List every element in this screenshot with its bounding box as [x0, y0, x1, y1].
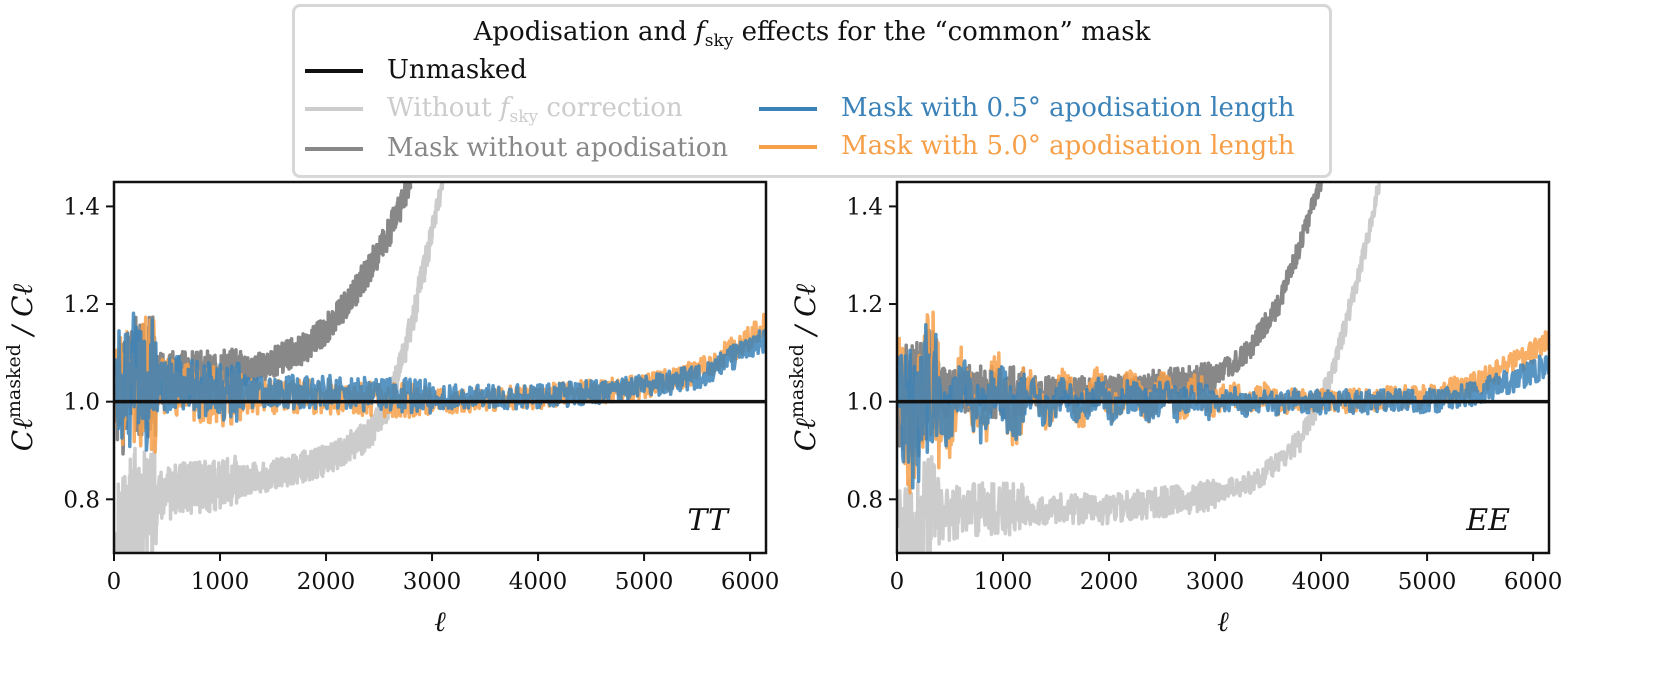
x-axis-label-ee: ℓ [1217, 605, 1229, 638]
x-tick-label-tt-1: 1000 [191, 569, 250, 595]
panel-tag-tt: TT [687, 503, 730, 538]
legend-entry-no-apodisation: Mask without apodisation [305, 133, 745, 167]
legend-entry-apod-0-5: Mask with 0.5° apodisation length [759, 93, 1319, 127]
x-tick-label-tt-2: 2000 [297, 569, 356, 595]
x-axis-label-tt: ℓ [434, 605, 446, 638]
legend-entry-apod-5-0: Mask with 5.0° apodisation length [759, 131, 1319, 165]
x-tick-label-ee-3: 3000 [1186, 569, 1245, 595]
y-axis-label-ee: Cℓmasked / Cℓ [786, 283, 822, 451]
x-tick-label-tt-3: 3000 [403, 569, 462, 595]
x-tick-label-tt-5: 5000 [615, 569, 674, 595]
y-tick-label-ee-1: 1.0 [846, 390, 883, 416]
legend-swatch-unmasked [305, 69, 363, 73]
x-tick-label-ee-4: 4000 [1292, 569, 1351, 595]
x-tick-label-tt-6: 6000 [721, 569, 780, 595]
plot-area-ee [897, 182, 1549, 553]
x-tick-label-ee-5: 5000 [1398, 569, 1457, 595]
x-tick-label-ee-0: 0 [890, 569, 905, 595]
axes-frame-ee [895, 180, 1551, 555]
y-tick-label-tt-1: 1.0 [63, 390, 100, 416]
y-tick-label-ee-3: 1.4 [846, 194, 883, 220]
plot-area-tt [114, 182, 766, 553]
legend-label-apod-0-5: Mask with 0.5° apodisation length [841, 93, 1295, 123]
series-apod-0-5-tt [114, 311, 766, 452]
series-no-apodisation-ee [897, 182, 1323, 458]
x-tick-label-ee-2: 2000 [1080, 569, 1139, 595]
y-axis-label-tt: Cℓmasked / Cℓ [3, 283, 39, 451]
panel-tt: 0 1000 2000 3000 4000 5000 6000 0.8 1.0 1.2 1.4 TT ℓ… [3, 180, 780, 638]
panel-tag-ee: EE [1465, 503, 1510, 538]
series-apod-0-5-ee [897, 323, 1549, 490]
series-without-fsky-ee [897, 182, 1381, 553]
y-tick-label-ee-2: 1.2 [846, 292, 883, 318]
legend-swatch-without-fsky [305, 107, 363, 111]
y-tick-label-tt-3: 1.4 [63, 194, 100, 220]
legend-entry-unmasked: Unmasked [305, 55, 705, 89]
y-tick-label-tt-0: 0.8 [63, 487, 100, 513]
legend-label-apod-5-0: Mask with 5.0° apodisation length [841, 131, 1295, 161]
legend-swatch-apod-5-0 [759, 145, 817, 149]
x-tick-label-tt-0: 0 [107, 569, 122, 595]
legend-title: Apodisation and fsky effects for the “co… [473, 17, 1151, 52]
axes-frame-tt [112, 180, 768, 555]
legend-label-unmasked: Unmasked [387, 55, 527, 85]
legend-label-without-fsky: Without fsky correction [387, 93, 683, 128]
legend-label-no-apodisation: Mask without apodisation [387, 133, 729, 163]
y-tick-label-tt-2: 1.2 [63, 292, 100, 318]
legend-swatch-no-apodisation [305, 147, 363, 151]
x-tick-label-ee-1: 1000 [974, 569, 1033, 595]
y-tick-label-ee-0: 0.8 [846, 487, 883, 513]
series-without-fsky-tt [114, 182, 445, 553]
legend-entry-without-fsky: Without fsky correction [305, 93, 725, 127]
x-tick-label-ee-6: 6000 [1504, 569, 1563, 595]
x-tick-label-tt-4: 4000 [509, 569, 568, 595]
legend-swatch-apod-0-5 [759, 107, 817, 111]
legend: Apodisation and fsky effects for the “co… [292, 4, 1332, 178]
panel-ee: 0 1000 2000 3000 4000 5000 6000 0.8 1.0 1.2 1.4 EE ℓ… [786, 180, 1563, 638]
